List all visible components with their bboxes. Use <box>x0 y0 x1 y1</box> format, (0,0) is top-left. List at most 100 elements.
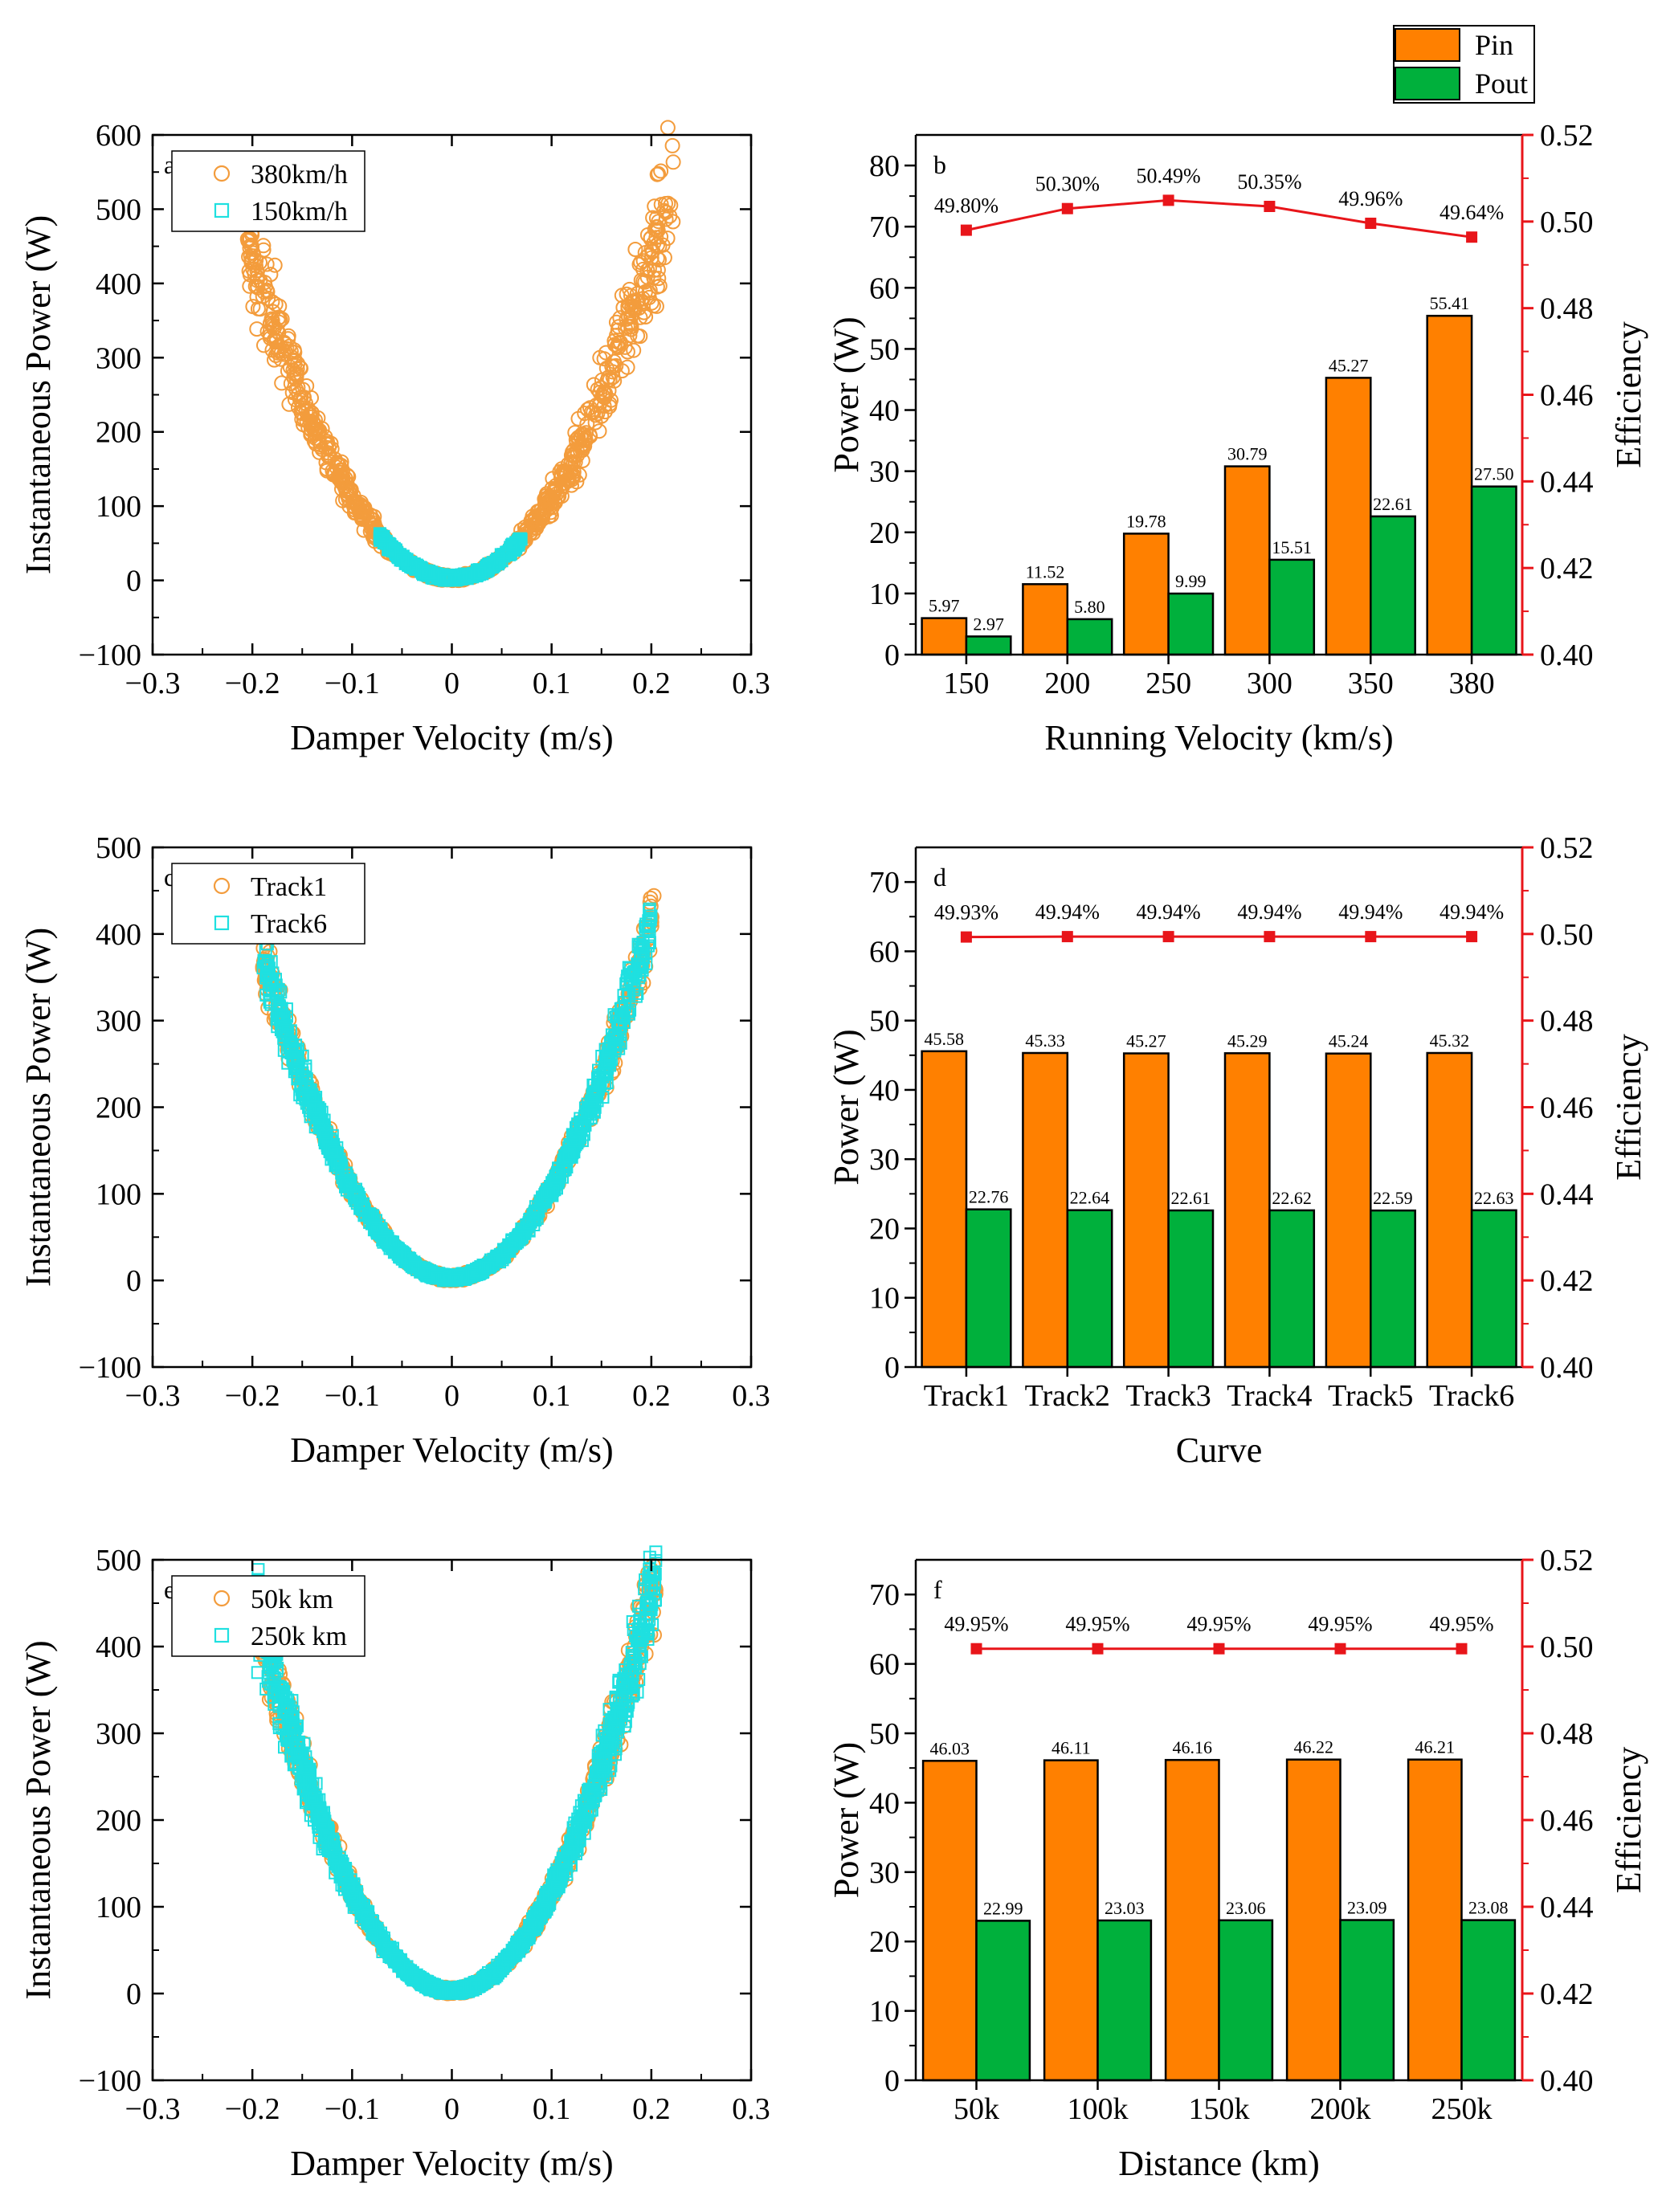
x-category-label: Track6 <box>1429 1379 1514 1413</box>
scatter-point <box>653 163 669 179</box>
y-tick-label: 400 <box>96 918 141 952</box>
y-tick-label: 80 <box>869 149 900 183</box>
pout-value-label: 9.99 <box>1175 571 1207 591</box>
scatter-legend-frame <box>171 863 365 945</box>
y-tick-label: 10 <box>869 577 900 611</box>
scatter-point <box>649 251 665 267</box>
scatter-point <box>602 372 618 388</box>
pin-value-label: 45.32 <box>1430 1030 1470 1051</box>
pout-bar <box>965 1208 1012 1369</box>
x-category-label: Track1 <box>924 1379 1009 1413</box>
scatter-point <box>622 961 635 974</box>
x-tick-label: 0 <box>444 667 459 700</box>
x-tick-label: −0.3 <box>125 667 181 700</box>
scatter-point <box>417 1261 431 1275</box>
scatter-point <box>343 1176 357 1190</box>
pin-value-label: 45.27 <box>1329 355 1369 375</box>
scatter-point <box>658 211 674 227</box>
scatter-point <box>577 438 593 454</box>
y-tick-label: 30 <box>869 1143 900 1177</box>
scatter-point <box>252 301 268 317</box>
scatter-point <box>651 165 667 182</box>
scatter-point <box>353 1195 366 1209</box>
scatter-point <box>243 231 258 247</box>
y-tick-label: 20 <box>869 1212 900 1246</box>
scatter-point <box>268 979 282 993</box>
scatter-point <box>261 958 275 972</box>
scatter-panel-e: −0.3 −0.2 −0.1 0 0.1 0.2 0.3−10001002003004005… <box>18 1544 770 2183</box>
x-category-label: Track3 <box>1125 1379 1211 1413</box>
scatter-point <box>634 948 647 961</box>
scatter-point <box>627 242 643 257</box>
y-tick-label: −100 <box>79 639 141 672</box>
scatter-point <box>344 1178 357 1192</box>
y2-tick-label: 0.50 <box>1540 918 1594 952</box>
y-tick-label: 500 <box>96 193 141 227</box>
scatter-point <box>625 975 639 989</box>
efficiency-value-label: 49.64% <box>1440 201 1504 224</box>
scatter-point <box>653 197 669 213</box>
scatter-point <box>559 466 575 482</box>
pin-bar <box>1223 1052 1271 1369</box>
pout-value-label: 15.51 <box>1272 537 1312 557</box>
y-tick-label: 60 <box>869 935 900 969</box>
scatter-panel-a: −0.3 −0.2 −0.1 0 0.1 0.2 0.3−10001002003004005… <box>18 119 770 757</box>
y-tick-label: 50 <box>869 1005 900 1039</box>
x-tick-label: 0.1 <box>533 667 571 700</box>
legend-label: 150km/h <box>251 197 348 227</box>
scatter-point <box>516 1230 529 1244</box>
scatter-point <box>642 283 658 299</box>
legend-label: Track6 <box>251 909 327 939</box>
scatter-point <box>563 1147 577 1161</box>
scatter-point <box>274 1003 288 1017</box>
efficiency-value-label: 50.30% <box>1035 173 1100 196</box>
pin-value-label: 19.78 <box>1126 511 1166 531</box>
scatter-point <box>390 1246 403 1259</box>
scatter-point <box>378 1232 392 1246</box>
scatter-point <box>385 541 398 555</box>
y-tick-label: 300 <box>96 341 141 375</box>
scatter-point <box>508 540 521 553</box>
y2-tick-label: 0.52 <box>1540 831 1594 865</box>
scatter-point <box>619 318 635 334</box>
pin-value-label: 5.97 <box>929 596 960 616</box>
pout-bar <box>1268 1209 1316 1369</box>
scatter-point <box>566 447 582 463</box>
scatter-point <box>255 242 272 258</box>
pout-bar <box>1066 618 1113 656</box>
scatter-point <box>396 553 410 567</box>
scatter-point <box>459 569 473 582</box>
y-tick-label: 40 <box>869 394 900 428</box>
legend-label: 380km/h <box>251 160 348 190</box>
y2-axis-label: Efficiency <box>1609 1034 1648 1180</box>
efficiency-marker <box>1365 931 1377 943</box>
y-tick-label: 0 <box>126 1264 141 1298</box>
y2-tick-label: 0.42 <box>1540 1264 1594 1298</box>
y-tick-label: 100 <box>96 1177 141 1211</box>
scatter-point <box>643 912 656 925</box>
x-category-label: 200 <box>1044 667 1090 700</box>
scatter-point <box>660 231 676 247</box>
scatter-point <box>619 344 635 360</box>
x-category-label: 350 <box>1348 667 1394 700</box>
scatter-point <box>272 998 286 1012</box>
scatter-point <box>598 345 614 361</box>
pin-bar <box>1122 533 1170 656</box>
pout-bar <box>1470 1209 1517 1369</box>
y-axis-label: Instantaneous Power (W) <box>18 215 58 574</box>
top-legend: Pin Pout <box>1393 25 1535 104</box>
pout-bar <box>1167 592 1215 656</box>
scatter-point <box>285 362 301 378</box>
scatter-point <box>643 250 660 266</box>
series-2-points <box>251 1545 663 2000</box>
efficiency-marker <box>1061 931 1073 943</box>
scatter-point <box>477 564 491 577</box>
scatter-point <box>631 957 644 971</box>
y-axis-label: Instantaneous Power (W) <box>18 928 58 1287</box>
pin-bar <box>921 1050 968 1369</box>
scatter-point <box>643 904 656 918</box>
scatter-point <box>468 1268 481 1282</box>
pout-value-label: 27.50 <box>1474 464 1514 484</box>
x-tick-label: 0 <box>444 1379 459 1413</box>
